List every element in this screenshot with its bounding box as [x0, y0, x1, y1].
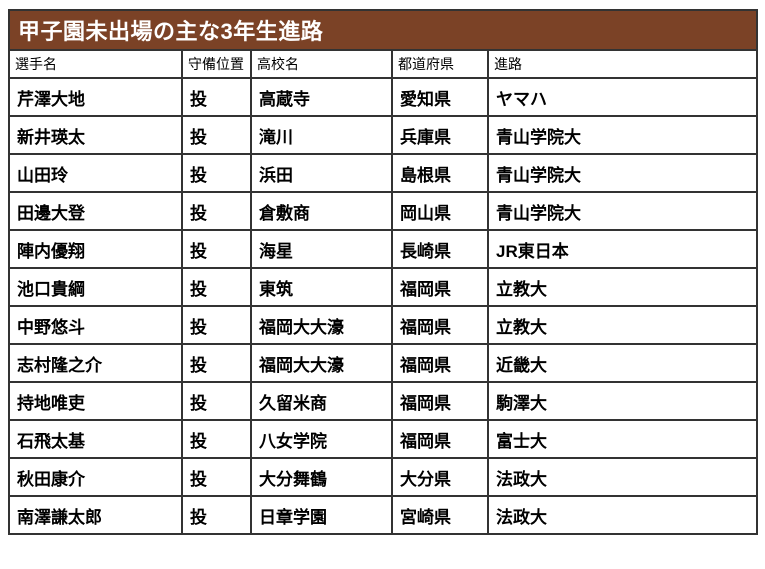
results-table: 甲子園未出場の主な3年生進路 選手名 守備位置 高校名 都道府県 進路 芹澤大地… — [7, 9, 759, 535]
table-cell: 法政大 — [486, 457, 759, 497]
table-row: 新井瑛太投滝川 兵庫県 青山学院大 — [8, 115, 759, 155]
header-row: 選手名 守備位置 高校名 都道府県 進路 — [8, 49, 759, 79]
table-cell: 大分舞鶴 — [250, 457, 393, 497]
table-cell: 池口貴綱 — [8, 267, 183, 307]
table-cell: 法政大 — [486, 495, 759, 535]
column-header-highschool: 高校名 — [250, 49, 393, 79]
title-row: 甲子園未出場の主な3年生進路 — [7, 9, 759, 51]
table-body: 芹澤大地投高蔵寺 愛知県 ヤマハ 新井瑛太投滝川 兵庫県 青山学院大 山田玲投浜田 島根県 青山… — [8, 77, 759, 535]
table-cell: 駒澤大 — [486, 381, 759, 421]
table-row: 中野悠斗投福岡大大濠 福岡県 立教大 — [8, 305, 759, 345]
table-cell: 久留米商 — [250, 381, 393, 421]
table-cell: 投 — [181, 305, 252, 345]
table-cell: 田邊大登 — [8, 191, 183, 231]
table-cell: 福岡県 — [391, 381, 489, 421]
table-cell: 浜田 — [250, 153, 393, 193]
column-header-career-path: 進路 — [486, 49, 759, 79]
column-header-prefecture: 都道府県 — [391, 49, 489, 79]
table-cell: 芹澤大地 — [8, 77, 183, 117]
column-header-position: 守備位置 — [181, 49, 252, 79]
table-cell: 投 — [181, 381, 252, 421]
table-cell: 富士大 — [486, 419, 759, 459]
table-cell: 陣内優翔 — [8, 229, 183, 269]
table-row: 陣内優翔投海星 長崎県 JR東日本 — [8, 229, 759, 269]
table-row: 田邊大登投倉敷商 岡山県 青山学院大 — [8, 191, 759, 231]
table-cell: 愛知県 — [391, 77, 489, 117]
table-cell: JR東日本 — [486, 229, 759, 269]
table-cell: 新井瑛太 — [8, 115, 183, 155]
table-cell: 兵庫県 — [391, 115, 489, 155]
table-cell: 青山学院大 — [486, 153, 759, 193]
table-cell: 八女学院 — [250, 419, 393, 459]
table-cell: 投 — [181, 495, 252, 535]
table-cell: 投 — [181, 153, 252, 193]
table-cell: 日章学園 — [250, 495, 393, 535]
table-cell: 宮崎県 — [391, 495, 489, 535]
table-cell: 投 — [181, 115, 252, 155]
table-cell: 福岡県 — [391, 343, 489, 383]
table-row: 石飛太基投八女学院 福岡県 富士大 — [8, 419, 759, 459]
table-row: 持地唯吏投久留米商 福岡県 駒澤大 — [8, 381, 759, 421]
table-row: 山田玲投浜田 島根県 青山学院大 — [8, 153, 759, 193]
table-cell: 高蔵寺 — [250, 77, 393, 117]
table-cell: 島根県 — [391, 153, 489, 193]
table-cell: 海星 — [250, 229, 393, 269]
table-cell: 倉敷商 — [250, 191, 393, 231]
table-row: 志村隆之介投福岡大大濠 福岡県 近畿大 — [8, 343, 759, 383]
table-cell: 中野悠斗 — [8, 305, 183, 345]
table-cell: ヤマハ — [486, 77, 759, 117]
table-cell: 石飛太基 — [8, 419, 183, 459]
table-row: 池口貴綱投東筑 福岡県 立教大 — [8, 267, 759, 307]
table-cell: 近畿大 — [486, 343, 759, 383]
table-cell: 投 — [181, 343, 252, 383]
column-header-player-name: 選手名 — [8, 49, 183, 79]
table-cell: 志村隆之介 — [8, 343, 183, 383]
table-cell: 青山学院大 — [486, 115, 759, 155]
career-table-page: 甲子園未出場の主な3年生進路 選手名 守備位置 高校名 都道府県 進路 芹澤大地… — [7, 9, 759, 535]
table-cell: 長崎県 — [391, 229, 489, 269]
table-cell: 南澤謙太郎 — [8, 495, 183, 535]
table-cell: 投 — [181, 419, 252, 459]
table-title: 甲子園未出場の主な3年生進路 — [7, 9, 759, 51]
table-cell: 東筑 — [250, 267, 393, 307]
table-cell: 青山学院大 — [486, 191, 759, 231]
table-cell: 福岡県 — [391, 419, 489, 459]
table-row: 芹澤大地投高蔵寺 愛知県 ヤマハ — [8, 77, 759, 117]
table-cell: 福岡県 — [391, 305, 489, 345]
table-cell: 立教大 — [486, 267, 759, 307]
table-cell: 山田玲 — [8, 153, 183, 193]
table-cell: 立教大 — [486, 305, 759, 345]
table-cell: 大分県 — [391, 457, 489, 497]
table-cell: 投 — [181, 229, 252, 269]
table-cell: 福岡大大濠 — [250, 305, 393, 345]
table-cell: 持地唯吏 — [8, 381, 183, 421]
table-cell: 投 — [181, 267, 252, 307]
table-cell: 滝川 — [250, 115, 393, 155]
table-row: 南澤謙太郎投日章学園 宮崎県 法政大 — [8, 495, 759, 535]
table-cell: 秋田康介 — [8, 457, 183, 497]
table-cell: 岡山県 — [391, 191, 489, 231]
table-cell: 福岡県 — [391, 267, 489, 307]
table-cell: 投 — [181, 457, 252, 497]
table-cell: 投 — [181, 77, 252, 117]
table-cell: 福岡大大濠 — [250, 343, 393, 383]
table-cell: 投 — [181, 191, 252, 231]
table-row: 秋田康介投大分舞鶴 大分県 法政大 — [8, 457, 759, 497]
